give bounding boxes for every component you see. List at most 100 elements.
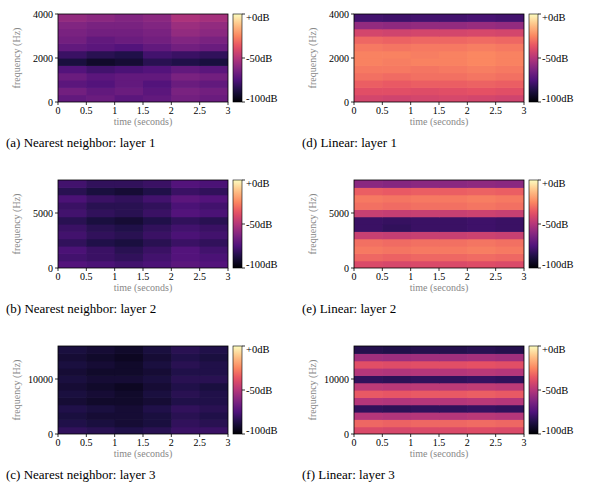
colorbar-tick-label: -50dB [542, 219, 568, 230]
cell [439, 246, 468, 254]
x-tick-label: 3 [226, 271, 231, 282]
cell [171, 261, 200, 268]
cell [58, 224, 87, 232]
cell [58, 253, 87, 261]
x-tick-label: 2 [465, 105, 470, 116]
cell [200, 21, 228, 29]
cell [382, 224, 411, 232]
cell [354, 246, 383, 254]
cell [58, 261, 87, 268]
cell [171, 202, 200, 210]
cell [382, 383, 411, 391]
x-tick-label: 0.5 [80, 105, 93, 116]
cell [382, 261, 411, 268]
cell [143, 217, 172, 225]
cell [171, 253, 200, 261]
x-tick-label: 3 [522, 437, 527, 448]
cell [115, 87, 144, 95]
cells [354, 14, 524, 102]
cell [354, 231, 383, 239]
cell [354, 80, 383, 88]
cell [411, 253, 440, 261]
cell [496, 390, 524, 398]
cell [354, 195, 383, 203]
cell [411, 231, 440, 239]
frame [58, 180, 228, 268]
cell [86, 14, 115, 22]
colorbar-tick-label: -100dB [542, 259, 574, 270]
cell [467, 95, 496, 102]
cell [439, 383, 468, 391]
cell [467, 261, 496, 268]
cell [86, 346, 115, 354]
cell [86, 187, 115, 195]
cell [115, 239, 144, 247]
cell [171, 412, 200, 420]
x-tick-label: 0.5 [376, 437, 389, 448]
cell [115, 361, 144, 369]
colorbar [529, 14, 538, 102]
cell [467, 65, 496, 73]
colorbar-tick [242, 58, 245, 59]
cell [143, 239, 172, 247]
cell [439, 95, 468, 102]
cell [467, 253, 496, 261]
cell [86, 231, 115, 239]
cell [200, 29, 228, 37]
panel: 00.511.522.53020004000time (seconds)freq… [302, 9, 574, 151]
colorbar-tick [538, 434, 541, 435]
cell [171, 95, 200, 102]
cell [411, 36, 440, 44]
cell [58, 346, 87, 354]
cell [171, 346, 200, 354]
cell [496, 253, 524, 261]
cell [143, 224, 172, 232]
cell [171, 187, 200, 195]
cell [439, 65, 468, 73]
cell [439, 36, 468, 44]
x-tick-label: 1.5 [137, 271, 150, 282]
cells [58, 14, 228, 102]
cell [354, 239, 383, 247]
colorbar-tick [242, 14, 245, 15]
x-tick-label: 2 [465, 437, 470, 448]
cell [115, 202, 144, 210]
y-tick [55, 379, 58, 380]
cell [496, 412, 524, 420]
cell [439, 209, 468, 217]
cell [86, 246, 115, 254]
cell [143, 202, 172, 210]
cell [143, 21, 172, 29]
frame [354, 346, 524, 434]
cell [411, 405, 440, 413]
y-tick-label: 0 [48, 97, 53, 108]
x-tick-label: 0 [56, 437, 61, 448]
cell [200, 224, 228, 232]
cell [115, 180, 144, 188]
cell [58, 427, 87, 434]
cell [200, 231, 228, 239]
cell [115, 29, 144, 37]
cell [58, 95, 87, 102]
cell [143, 246, 172, 254]
cell [86, 65, 115, 73]
cell [354, 224, 383, 232]
x-tick-label: 0.5 [80, 271, 93, 282]
cell [411, 412, 440, 420]
cell [86, 419, 115, 427]
cell [382, 361, 411, 369]
cell [439, 419, 468, 427]
cell [86, 427, 115, 434]
x-tick-label: 2.5 [489, 105, 502, 116]
cell [382, 231, 411, 239]
colorbar-tick [242, 390, 245, 391]
cell [171, 21, 200, 29]
cell [86, 58, 115, 66]
cell [354, 209, 383, 217]
cell [439, 224, 468, 232]
cell [354, 36, 383, 44]
cell [115, 353, 144, 361]
cell [200, 383, 228, 391]
cell [439, 368, 468, 376]
cell [143, 368, 172, 376]
